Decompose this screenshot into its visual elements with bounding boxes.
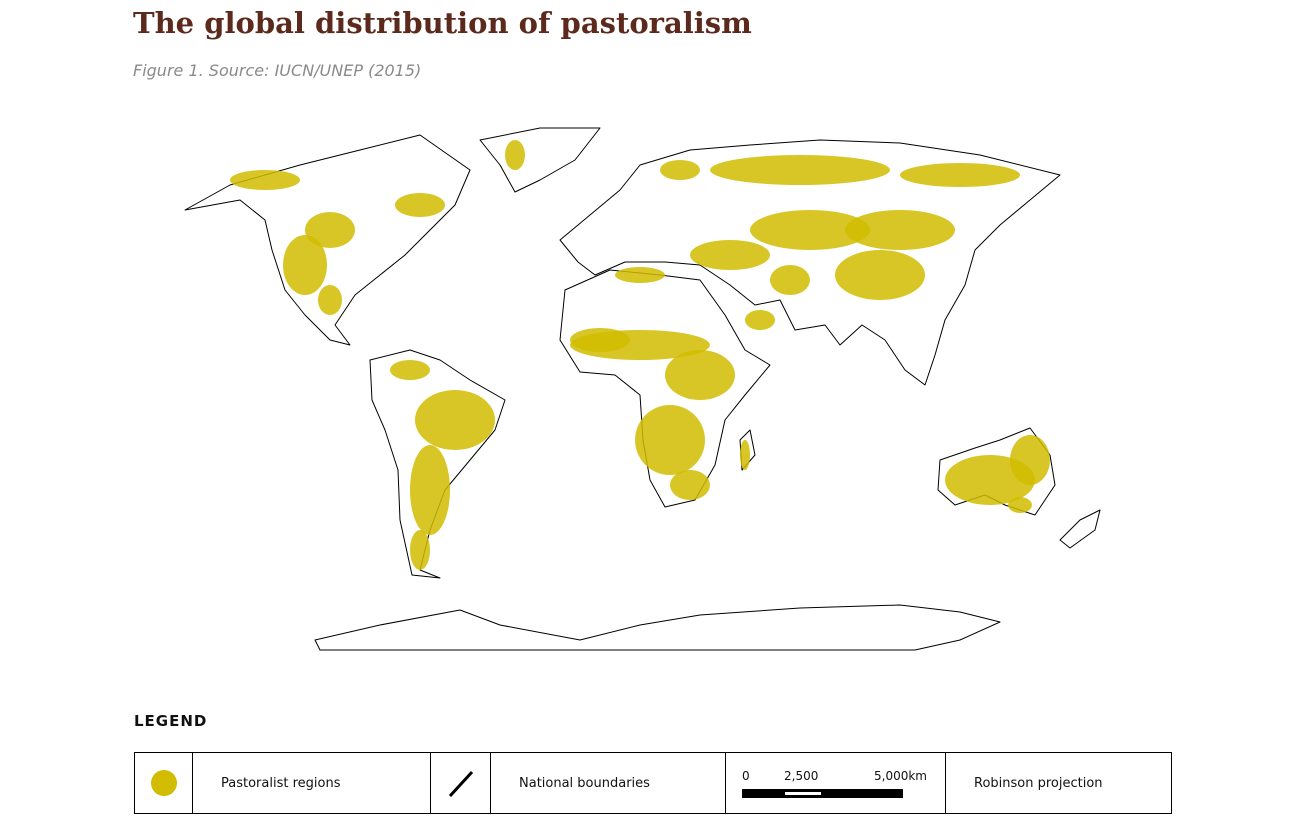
boundary-swatch — [448, 770, 473, 798]
subtitle: Figure 1. Source: IUCN/UNEP (2015) — [133, 61, 422, 80]
world-map — [184, 127, 1101, 651]
land — [184, 127, 1101, 651]
scale-label: 2,500 — [784, 769, 819, 783]
pastoralist-regions — [230, 140, 1050, 570]
title: The global distribution of pastoralism — [133, 6, 752, 40]
boundary-swatch-cell — [431, 753, 491, 813]
scale-bar-cell: 0 2,500 5,000km — [726, 753, 946, 813]
scale-label: 5,000km — [874, 769, 927, 783]
pastoralist-swatch — [150, 770, 177, 796]
legend-item: Robinson projection — [974, 775, 1103, 791]
scale-label: 0 — [742, 769, 750, 783]
legend-item: Pastoralist regions — [193, 753, 431, 813]
legend-item: National boundaries — [491, 753, 726, 813]
legend: Pastoralist regions National boundaries … — [134, 752, 1172, 814]
legend-swatch-cell — [135, 753, 193, 813]
legend-heading: LEGEND — [134, 712, 208, 730]
scale-bar — [742, 789, 903, 798]
